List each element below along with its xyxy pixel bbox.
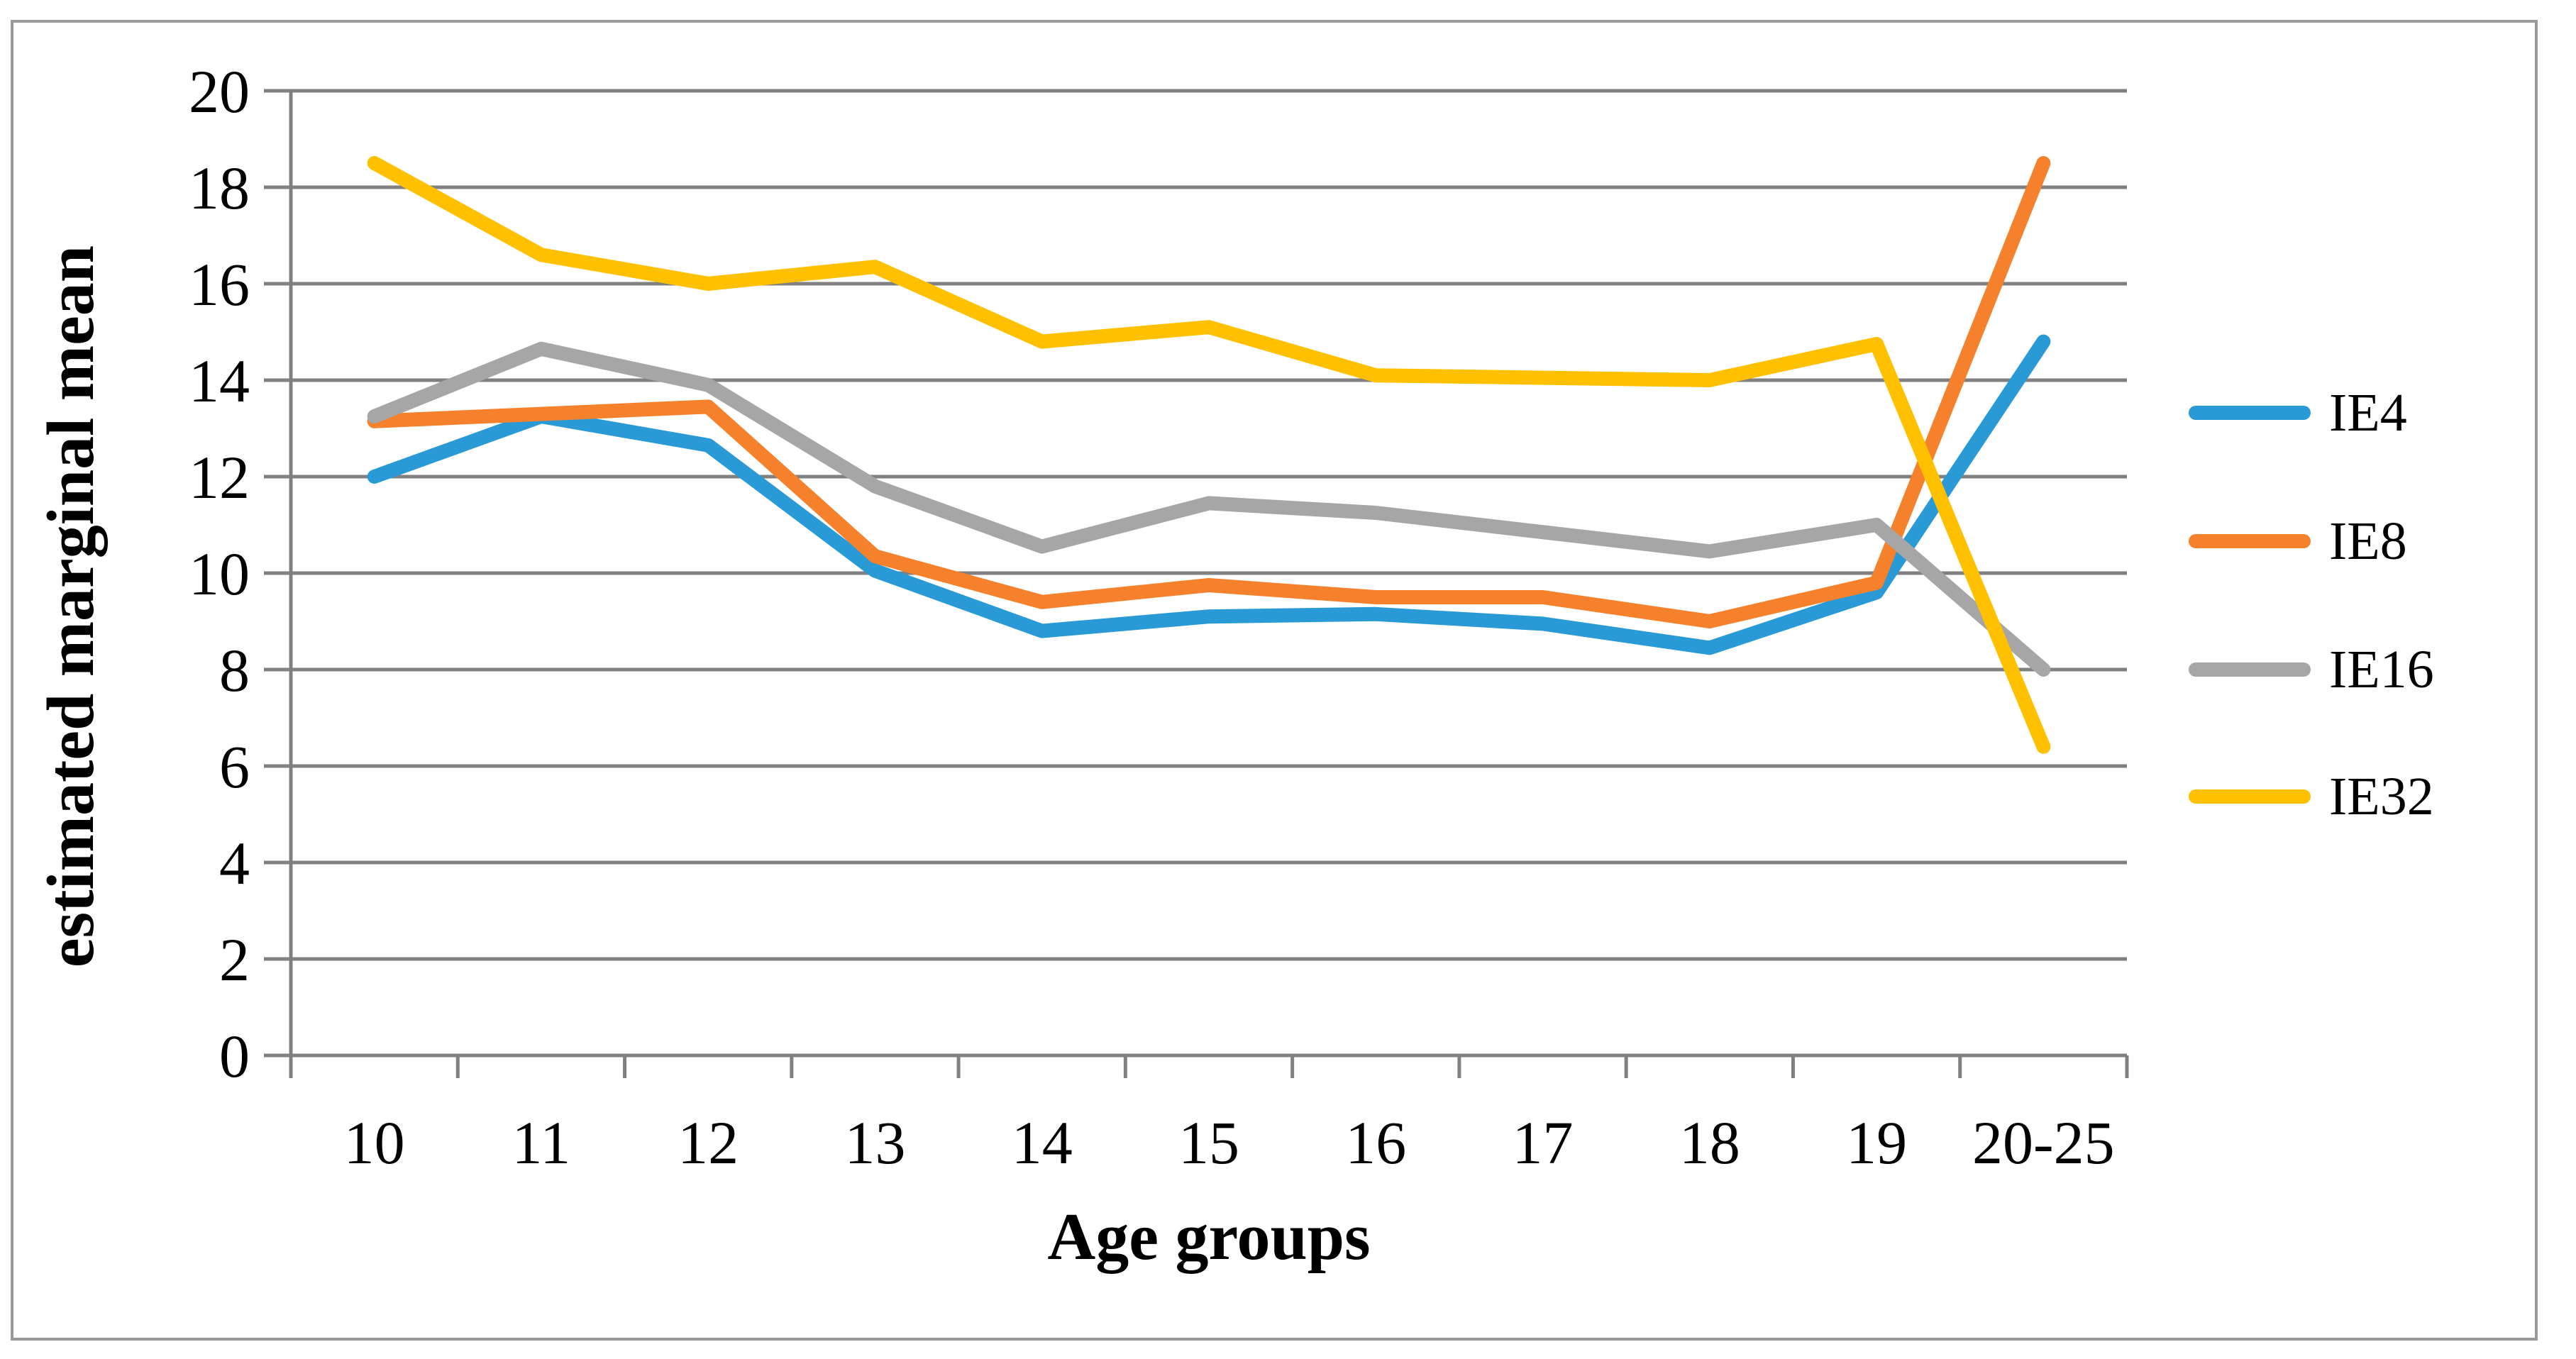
x-category-label: 13 <box>844 1109 905 1177</box>
legend-item-ie16: IE16 <box>2189 640 2434 699</box>
y-tick-label: 4 <box>219 829 250 897</box>
series-line-ie4 <box>367 334 2051 655</box>
x-category-label: 14 <box>1012 1109 1073 1177</box>
legend-label: IE4 <box>2329 383 2407 443</box>
y-tick-label: 14 <box>189 347 250 415</box>
y-tick-label: 6 <box>219 733 250 801</box>
x-category-label: 17 <box>1513 1109 1574 1177</box>
y-tick-label: 2 <box>219 926 250 994</box>
legend-item-ie32: IE32 <box>2189 767 2434 826</box>
legend-item-ie4: IE4 <box>2189 383 2407 443</box>
x-category-label: 16 <box>1345 1109 1406 1177</box>
x-category-label: 15 <box>1178 1109 1239 1177</box>
x-axis-title: Age groups <box>1047 1200 1371 1274</box>
x-category-label: 19 <box>1846 1109 1907 1177</box>
x-category-label: 20-25 <box>1972 1109 2115 1177</box>
legend-label: IE32 <box>2329 767 2434 826</box>
legend-swatch-ie8 <box>2189 534 2311 548</box>
y-tick-label: 20 <box>189 57 250 126</box>
y-tick-label: 12 <box>189 443 250 511</box>
legend-swatch-ie16 <box>2189 662 2311 677</box>
chart-frame <box>11 20 2538 1341</box>
x-category-label: 11 <box>512 1109 571 1177</box>
y-tick-label: 18 <box>189 154 250 222</box>
y-tick-label: 8 <box>219 636 250 704</box>
series-line-ie8 <box>367 156 2051 628</box>
legend-item-ie8: IE8 <box>2189 511 2407 571</box>
y-tick-label: 16 <box>189 250 250 318</box>
x-category-label: 18 <box>1679 1109 1740 1177</box>
y-axis-title: estimated marginal mean <box>34 245 108 968</box>
series-line-ie16 <box>367 341 2051 677</box>
legend-swatch-ie32 <box>2189 789 2311 804</box>
legend-swatch-ie4 <box>2189 406 2311 420</box>
legend-label: IE16 <box>2329 640 2434 699</box>
legend-label: IE8 <box>2329 511 2407 571</box>
y-tick-label: 10 <box>189 540 250 608</box>
series-line-ie32 <box>367 156 2051 754</box>
x-category-label: 12 <box>678 1109 739 1177</box>
x-category-label: 10 <box>344 1109 405 1177</box>
y-tick-label: 0 <box>219 1022 250 1090</box>
